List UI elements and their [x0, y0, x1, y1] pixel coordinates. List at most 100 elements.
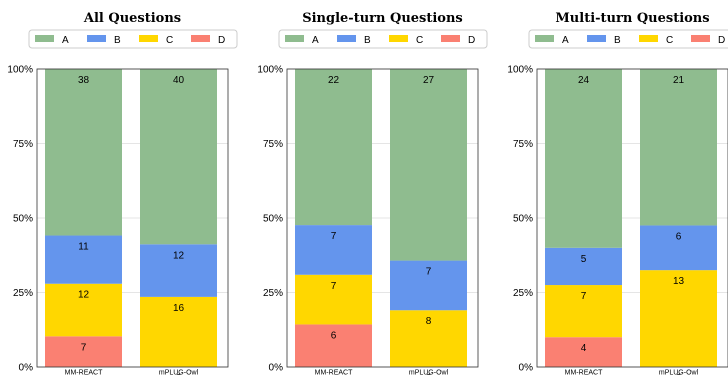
plot-frame	[36, 68, 229, 368]
bar-segment-a	[140, 69, 217, 245]
y-tick-label: 75%	[263, 139, 283, 150]
data-label-c: 7	[331, 281, 337, 292]
bar-segment-a	[45, 69, 122, 236]
data-label-b: 7	[331, 231, 337, 242]
y-tick-label: 0%	[519, 363, 534, 374]
legend-label-d: D	[468, 35, 475, 46]
x-tick-label: MM-REACT	[565, 370, 603, 375]
legend-swatch-c	[139, 35, 158, 42]
plot-frame	[286, 68, 479, 368]
data-label-d: 0	[176, 373, 182, 375]
y-tick-label: 25%	[13, 288, 33, 299]
legend-label-c: C	[166, 35, 173, 46]
chart-title: Single-turn Questions	[302, 11, 463, 26]
y-tick-label: 50%	[13, 214, 33, 225]
legend-box	[278, 29, 488, 49]
chart-title: All Questions	[83, 11, 181, 26]
chart-title: Multi-turn Questions	[555, 11, 709, 26]
data-label-b: 7	[426, 267, 432, 278]
legend-label-a: A	[62, 35, 69, 46]
legend-swatch-a	[535, 35, 554, 42]
legend-swatch-b	[337, 35, 356, 42]
legend-swatch-b	[587, 35, 606, 42]
data-label-c: 16	[173, 303, 185, 314]
legend-label-c: C	[666, 35, 673, 46]
legend-label-b: B	[114, 35, 121, 46]
x-tick-label: MM-REACT	[65, 370, 103, 375]
data-label-a: 38	[78, 75, 90, 86]
bar-segment-b	[140, 244, 217, 297]
bar-segment-a	[295, 69, 372, 226]
data-label-a: 24	[578, 75, 590, 86]
data-label-a: 21	[673, 75, 685, 86]
legend-swatch-d	[691, 35, 710, 42]
data-label-a: 40	[173, 75, 185, 86]
chart-panel-2: Multi-turn Questions A B C D 0% 25% 50% 75% 100% 4…	[507, 11, 728, 375]
data-label-d: 7	[81, 342, 87, 353]
y-tick-label: 25%	[263, 288, 283, 299]
data-label-b: 6	[676, 231, 682, 242]
y-tick-label: 75%	[13, 139, 33, 150]
x-tick-label: mPLUG-Owl	[159, 370, 199, 375]
legend-box	[528, 29, 728, 49]
data-label-a: 22	[328, 75, 340, 86]
legend-swatch-b	[87, 35, 106, 42]
plot-frame	[536, 68, 728, 368]
legend-box	[28, 29, 238, 49]
data-label-c: 12	[78, 290, 90, 301]
bar-segment-c	[45, 283, 122, 337]
bar-segment-a	[640, 69, 717, 226]
y-tick-label: 50%	[263, 214, 283, 225]
y-tick-label: 100%	[507, 65, 533, 76]
bar-segment-b	[45, 235, 122, 284]
legend-label-a: A	[312, 35, 319, 46]
bar-segment-c	[545, 285, 622, 338]
x-tick-label: mPLUG-Owl	[659, 370, 699, 375]
y-tick-label: 0%	[19, 363, 34, 374]
y-tick-label: 25%	[513, 288, 533, 299]
bar-segment-d	[545, 337, 622, 367]
bar-segment-c	[640, 270, 717, 367]
data-label-d: 0	[676, 373, 682, 375]
y-tick-label: 0%	[269, 363, 284, 374]
chart-panel-0: All Questions A B C D 0% 25% 50% 75% 100% 7 12 11 38 M…	[7, 11, 238, 375]
legend: A B C D	[28, 29, 238, 49]
x-tick-label: MM-REACT	[315, 370, 353, 375]
bar-segment-b	[545, 247, 622, 286]
legend-swatch-d	[441, 35, 460, 42]
y-tick-label: 50%	[513, 214, 533, 225]
data-label-b: 12	[173, 250, 185, 261]
data-label-b: 5	[581, 254, 587, 265]
y-tick-label: 100%	[7, 65, 33, 76]
bar-segment-b	[640, 225, 717, 271]
bar-segment-d	[45, 336, 122, 367]
legend: A B C D	[528, 29, 728, 49]
legend-swatch-a	[285, 35, 304, 42]
data-label-d: 0	[426, 373, 432, 375]
chart-panel-1: Single-turn Questions A B C D 0% 25% 50% 75% 100%…	[257, 11, 488, 375]
legend-swatch-a	[35, 35, 54, 42]
y-tick-label: 75%	[513, 139, 533, 150]
data-label-c: 8	[426, 316, 432, 327]
bar-segment-c	[390, 310, 467, 367]
legend-label-b: B	[614, 35, 621, 46]
data-label-a: 27	[423, 75, 435, 86]
legend-label-d: D	[218, 35, 225, 46]
legend: A B C D	[278, 29, 488, 49]
data-label-c: 13	[673, 276, 685, 287]
legend-label-d: D	[718, 35, 725, 46]
legend-label-c: C	[416, 35, 423, 46]
bar-segment-a	[545, 69, 622, 248]
bar-segment-c	[140, 296, 217, 367]
bar-segment-a	[390, 69, 467, 261]
bar-segment-b	[390, 260, 467, 311]
data-label-c: 7	[581, 291, 587, 302]
x-tick-label: mPLUG-Owl	[409, 370, 449, 375]
bar-segment-d	[295, 324, 372, 367]
data-label-b: 11	[78, 242, 89, 253]
legend-label-a: A	[562, 35, 569, 46]
data-label-d: 4	[581, 343, 587, 354]
legend-swatch-d	[191, 35, 210, 42]
legend-swatch-c	[389, 35, 408, 42]
